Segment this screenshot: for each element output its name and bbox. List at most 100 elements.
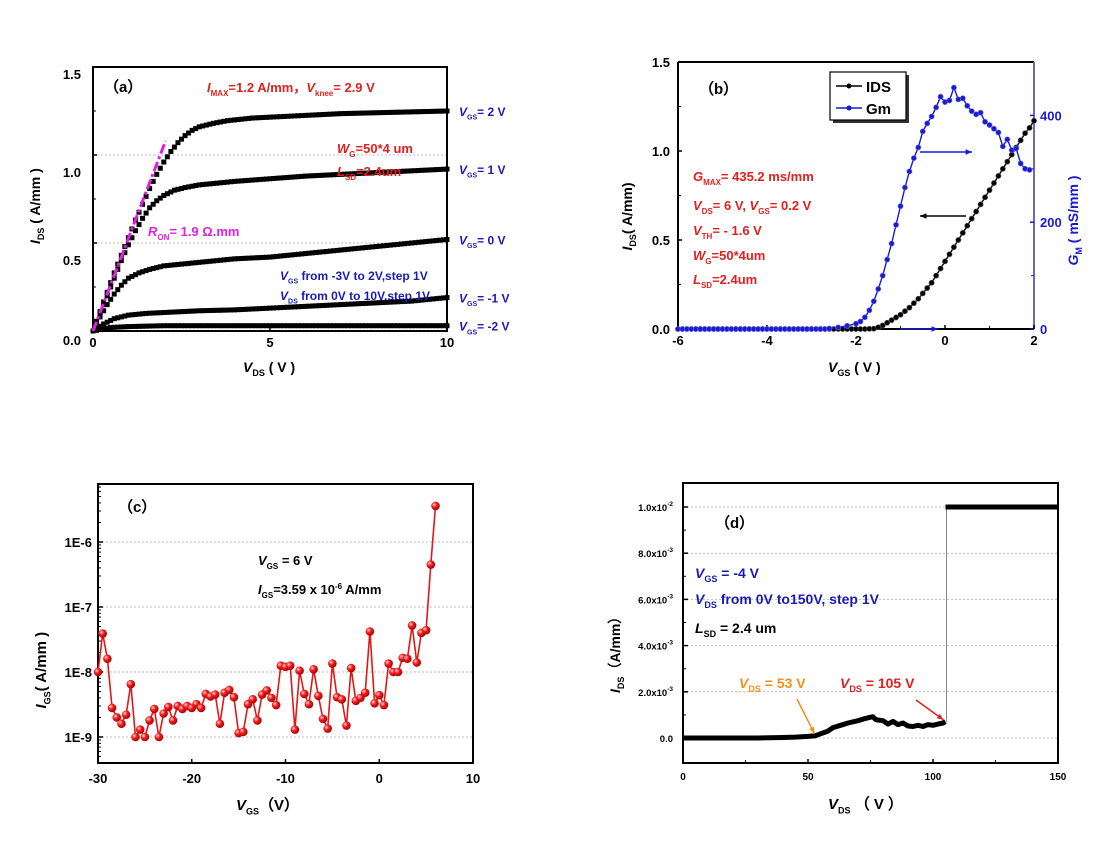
- label-part: V: [280, 269, 289, 283]
- data-point: [125, 312, 131, 318]
- data-point: [338, 323, 344, 329]
- data-point: [164, 702, 173, 712]
- data-point: [937, 265, 944, 272]
- data-point: [991, 125, 997, 132]
- data-point: [384, 169, 390, 175]
- data-point: [328, 659, 337, 668]
- data-point: [299, 173, 305, 179]
- data-point: [210, 323, 216, 329]
- annotation-vgs: VGS = -4 V: [695, 565, 760, 584]
- label-part: G: [349, 150, 355, 159]
- data-point: [196, 182, 202, 188]
- data-point: [246, 255, 252, 261]
- data-point: [324, 323, 330, 329]
- data-point: [132, 311, 138, 317]
- data-point: [412, 240, 418, 246]
- data-point: [897, 311, 904, 318]
- data-point: [363, 323, 369, 329]
- data-point: [373, 323, 379, 329]
- data-point: [373, 170, 379, 176]
- data-point: [207, 258, 213, 264]
- data-point: [129, 324, 135, 330]
- data-point: [122, 279, 128, 285]
- data-point: [242, 306, 248, 312]
- data-point: [253, 177, 259, 183]
- data-point: [115, 315, 121, 321]
- data-point: [140, 732, 150, 742]
- data-point: [313, 112, 319, 118]
- x-axis-label: VDS ( V ): [243, 359, 295, 378]
- data-point: [196, 323, 202, 329]
- data-point: [387, 109, 393, 115]
- label-part: ( mS/mm ): [1065, 176, 1081, 248]
- label-part: L: [695, 620, 704, 636]
- data-point: [317, 323, 323, 329]
- data-point: [118, 314, 124, 320]
- label-part: V: [840, 675, 851, 691]
- data-point: [94, 327, 100, 333]
- data-point: [157, 323, 163, 329]
- label-part: = 2.9 V: [333, 80, 375, 95]
- data-point: [409, 298, 415, 304]
- data-point: [309, 665, 318, 674]
- series-vgs-2: [90, 236, 450, 334]
- data-point: [402, 241, 408, 247]
- data-point: [352, 246, 358, 252]
- data-point: [186, 308, 192, 314]
- data-point: [214, 323, 220, 329]
- series-points-igs: [93, 501, 440, 742]
- data-point: [221, 118, 227, 124]
- data-point: [306, 112, 312, 118]
- x-axis-label: VDS （ V ）: [828, 795, 903, 816]
- data-point: [101, 299, 107, 305]
- data-point: [433, 238, 439, 244]
- y-tick-label: 1.5: [652, 55, 670, 70]
- data-point: [101, 326, 107, 332]
- y-tick-exponent: -3: [667, 593, 673, 600]
- data-point: [281, 323, 287, 329]
- label-part: = 0 V: [477, 233, 505, 247]
- data-point: [221, 323, 227, 329]
- data-point: [228, 307, 234, 313]
- data-point: [175, 261, 181, 267]
- y2-tick-label: 400: [1040, 108, 1062, 123]
- data-point: [256, 177, 262, 183]
- data-point: [324, 302, 330, 308]
- data-point: [879, 272, 886, 279]
- data-point: [260, 323, 266, 329]
- data-point: [288, 252, 294, 258]
- label-part: ( V ): [850, 359, 880, 375]
- data-point: [309, 323, 315, 329]
- data-point: [122, 250, 128, 256]
- data-point: [1022, 130, 1028, 137]
- label-part: GS: [704, 574, 717, 584]
- data-point: [235, 323, 241, 329]
- data-point: [374, 690, 384, 700]
- data-point: [306, 323, 312, 329]
- data-point: [249, 323, 255, 329]
- legend-box: [829, 71, 907, 121]
- data-point: [345, 246, 351, 252]
- data-point: [440, 166, 446, 172]
- data-point: [249, 177, 255, 183]
- label-part: GS: [467, 243, 477, 250]
- data-point: [179, 323, 184, 329]
- data-point: [423, 297, 429, 303]
- data-point: [295, 304, 301, 310]
- annotation-gmax: GMAX= 435.2 ms/mm: [693, 169, 814, 187]
- data-point: [217, 180, 223, 186]
- data-point: [168, 323, 174, 329]
- data-point: [125, 324, 131, 330]
- label-part: DS: [702, 207, 714, 216]
- data-point: [232, 117, 238, 123]
- data-point: [224, 685, 234, 695]
- data-point: [263, 114, 269, 120]
- label-part: DS: [849, 684, 862, 694]
- data-point: [345, 323, 351, 329]
- data-point: [394, 169, 400, 175]
- data-point: [884, 319, 891, 326]
- y-tick-label: 0.0: [652, 322, 670, 337]
- label-part: V: [280, 289, 289, 303]
- data-point: [246, 306, 252, 312]
- data-point: [274, 114, 280, 120]
